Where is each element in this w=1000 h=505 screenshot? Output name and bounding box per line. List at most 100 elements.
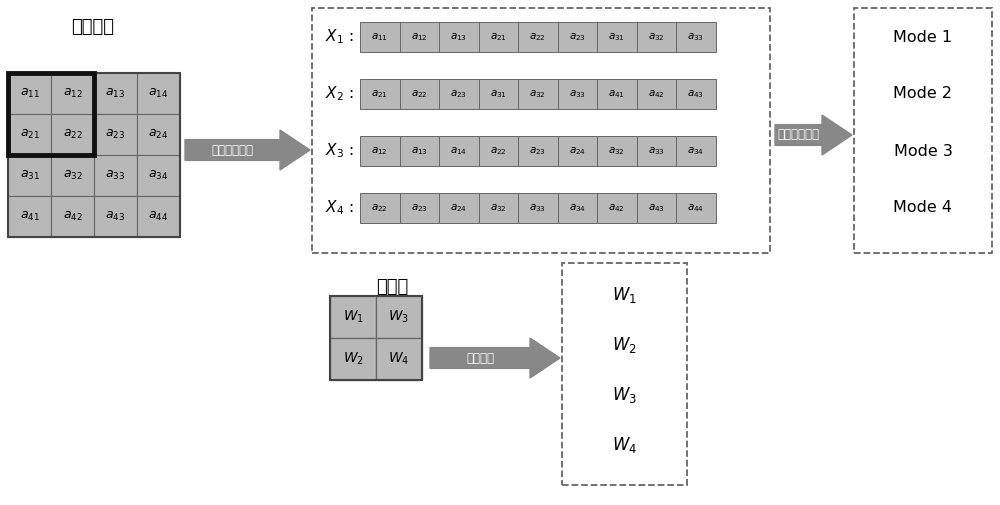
Bar [676,22,716,52]
Text: $a_{22}$: $a_{22}$ [490,145,507,157]
Text: $a_{14}$: $a_{14}$ [148,87,169,100]
Bar [637,79,676,109]
Text: $a_{21}$: $a_{21}$ [371,88,388,100]
Bar [51,155,94,196]
Text: $a_{34}$: $a_{34}$ [569,202,586,214]
Bar [94,73,137,114]
Text: $a_{22}$: $a_{22}$ [371,202,388,214]
Bar [637,136,676,166]
Bar [360,79,400,109]
Text: $a_{23}$: $a_{23}$ [569,31,586,43]
Bar [137,155,180,196]
Text: $a_{13}$: $a_{13}$ [450,31,467,43]
Text: $a_{31}$: $a_{31}$ [608,31,625,43]
Bar [51,196,94,237]
Text: 权重系数: 权重系数 [466,351,494,365]
Bar [562,263,687,485]
Text: $a_{23}$: $a_{23}$ [411,202,428,214]
Text: $a_{42}$: $a_{42}$ [608,202,625,214]
Text: $a_{43}$: $a_{43}$ [105,210,126,223]
Bar [330,296,422,380]
Text: 模式加载信息: 模式加载信息 [778,128,820,141]
Text: $X_3$ :: $X_3$ : [325,141,354,161]
Text: $a_{12}$: $a_{12}$ [371,145,388,157]
Text: $a_{41}$: $a_{41}$ [20,210,39,223]
Text: $a_{42}$: $a_{42}$ [648,88,665,100]
Bar [312,8,770,253]
Bar [8,196,51,237]
Bar [676,193,716,223]
Bar [360,193,400,223]
Bar [597,79,637,109]
Text: $a_{41}$: $a_{41}$ [608,88,625,100]
Text: $a_{43}$: $a_{43}$ [687,88,704,100]
Text: $a_{32}$: $a_{32}$ [490,202,507,214]
Text: $a_{22}$: $a_{22}$ [529,31,546,43]
Bar [518,136,558,166]
Text: $a_{33}$: $a_{33}$ [105,169,126,182]
Bar [479,22,518,52]
Bar [558,136,597,166]
Text: $a_{33}$: $a_{33}$ [687,31,704,43]
Text: $W_3$: $W_3$ [388,309,410,325]
Text: $a_{33}$: $a_{33}$ [648,145,665,157]
Bar [439,79,479,109]
Text: $a_{44}$: $a_{44}$ [148,210,169,223]
Text: $X_1$ :: $X_1$ : [325,28,354,46]
Bar [376,338,422,380]
Bar [637,193,676,223]
Text: $a_{24}$: $a_{24}$ [569,145,586,157]
Bar [400,79,439,109]
Text: 原始信息提取: 原始信息提取 [212,143,254,157]
Text: Mode 2: Mode 2 [893,86,952,102]
Text: 原始信息: 原始信息 [72,18,114,36]
Bar [8,155,51,196]
Text: $a_{21}$: $a_{21}$ [20,128,39,141]
Bar [597,193,637,223]
Polygon shape [430,338,560,378]
Text: Mode 3: Mode 3 [894,143,952,159]
Text: $W_1$: $W_1$ [343,309,363,325]
Bar [8,73,180,237]
Text: $W_3$: $W_3$ [612,385,637,405]
Bar [51,73,94,114]
Bar [330,338,376,380]
Bar [400,136,439,166]
Bar [94,155,137,196]
Bar [479,79,518,109]
Text: $W_1$: $W_1$ [612,285,637,305]
Text: $a_{11}$: $a_{11}$ [371,31,388,43]
Text: $a_{32}$: $a_{32}$ [608,145,625,157]
Text: $a_{31}$: $a_{31}$ [20,169,39,182]
Bar [400,22,439,52]
Bar [597,136,637,166]
Bar [439,22,479,52]
Text: $a_{23}$: $a_{23}$ [529,145,546,157]
Bar [137,73,180,114]
Bar [558,22,597,52]
Bar [676,136,716,166]
Text: $a_{44}$: $a_{44}$ [687,202,704,214]
Text: $W_4$: $W_4$ [612,435,637,455]
Bar [137,196,180,237]
Text: $a_{13}$: $a_{13}$ [105,87,126,100]
Text: $a_{22}$: $a_{22}$ [63,128,82,141]
Text: $a_{42}$: $a_{42}$ [63,210,82,223]
Bar [518,193,558,223]
Text: $a_{31}$: $a_{31}$ [490,88,507,100]
Text: $X_2$ :: $X_2$ : [325,85,354,104]
Text: $a_{32}$: $a_{32}$ [648,31,665,43]
Bar [518,22,558,52]
Text: $X_4$ :: $X_4$ : [325,198,354,217]
Text: $a_{34}$: $a_{34}$ [687,145,704,157]
Bar [8,114,51,155]
Text: $a_{14}$: $a_{14}$ [450,145,467,157]
Bar [439,136,479,166]
Bar [360,22,400,52]
Text: $a_{34}$: $a_{34}$ [148,169,169,182]
Bar [439,193,479,223]
Text: $a_{12}$: $a_{12}$ [63,87,82,100]
Bar [94,114,137,155]
Text: $a_{11}$: $a_{11}$ [20,87,39,100]
Bar [137,114,180,155]
